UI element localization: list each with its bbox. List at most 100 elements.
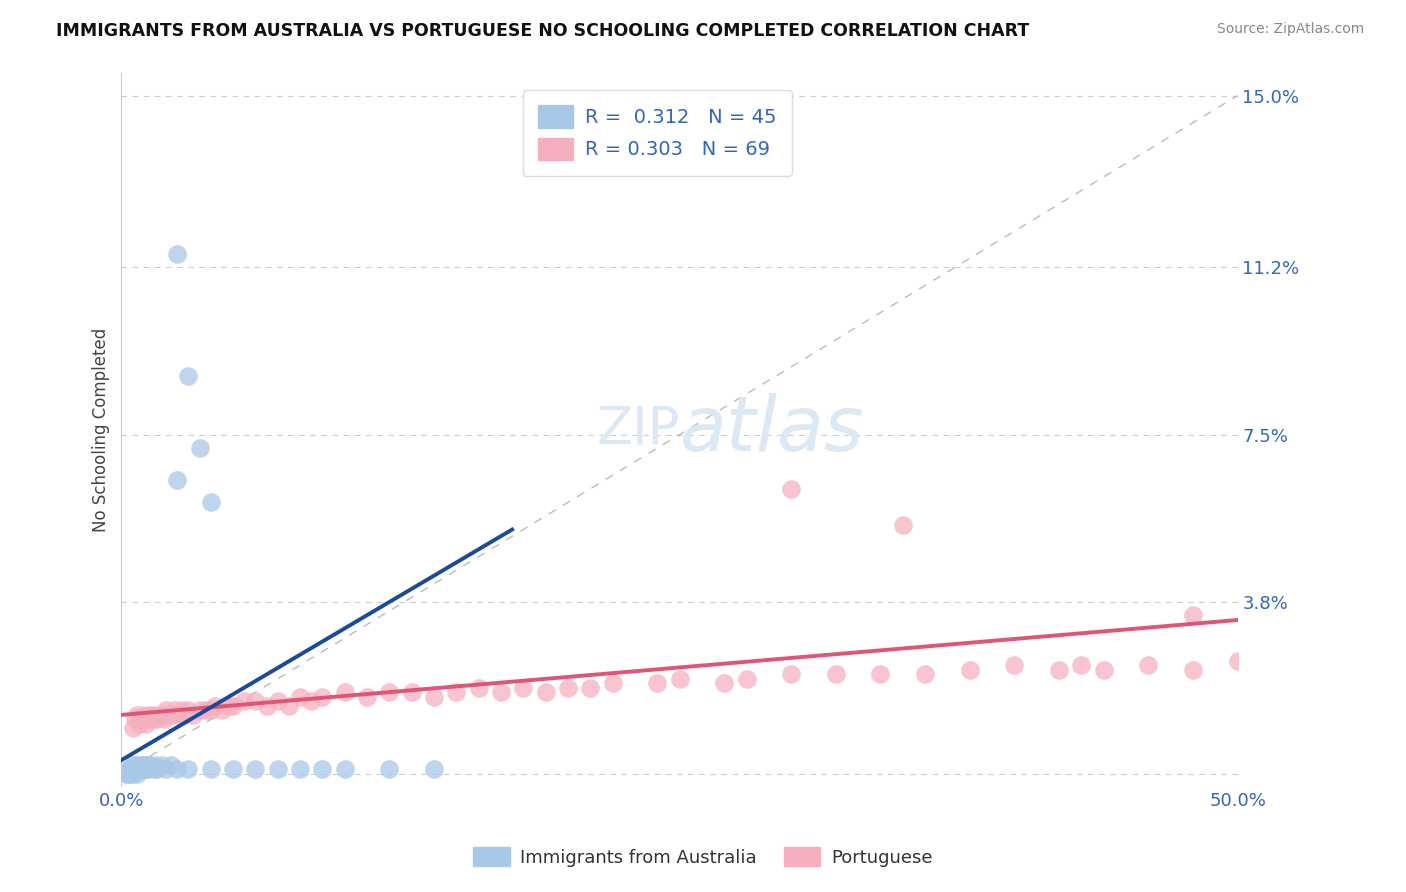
Point <box>277 698 299 713</box>
Point <box>115 766 138 780</box>
Point <box>166 707 188 722</box>
Legend: R =  0.312   N = 45, R = 0.303   N = 69: R = 0.312 N = 45, R = 0.303 N = 69 <box>523 90 792 176</box>
Point <box>1226 654 1249 668</box>
Point <box>446 685 468 699</box>
Point <box>143 757 166 772</box>
Point <box>245 694 267 708</box>
Point <box>163 703 186 717</box>
Point <box>356 690 378 704</box>
Point <box>735 672 758 686</box>
Point <box>378 762 401 776</box>
Point <box>218 698 240 713</box>
Point <box>1092 663 1115 677</box>
Point <box>288 762 311 776</box>
Point <box>124 757 146 772</box>
Point <box>155 703 177 717</box>
Point <box>423 762 446 776</box>
Point <box>200 703 222 717</box>
Point <box>132 757 155 772</box>
Point <box>333 685 356 699</box>
Point <box>128 762 150 776</box>
Point <box>267 694 290 708</box>
Point <box>222 698 245 713</box>
Point <box>1181 663 1204 677</box>
Point <box>120 762 142 776</box>
Point <box>1002 658 1025 673</box>
Point <box>131 713 153 727</box>
Point <box>166 247 188 261</box>
Point <box>245 762 267 776</box>
Point <box>117 766 139 780</box>
Point <box>139 757 162 772</box>
Point <box>1070 658 1092 673</box>
Point <box>713 676 735 690</box>
Point <box>299 694 322 708</box>
Point <box>423 690 446 704</box>
Point <box>146 713 169 727</box>
Point <box>136 713 159 727</box>
Point <box>135 717 157 731</box>
Point <box>143 707 166 722</box>
Point <box>124 713 146 727</box>
Point <box>602 676 624 690</box>
Point <box>1137 658 1160 673</box>
Text: Source: ZipAtlas.com: Source: ZipAtlas.com <box>1216 22 1364 37</box>
Point <box>233 694 256 708</box>
Point <box>135 762 157 776</box>
Point <box>121 762 143 776</box>
Point <box>181 707 204 722</box>
Point <box>146 762 169 776</box>
Point <box>645 676 668 690</box>
Point <box>267 762 290 776</box>
Point <box>125 762 148 776</box>
Point <box>222 762 245 776</box>
Point <box>188 441 211 455</box>
Point <box>142 713 165 727</box>
Point <box>1181 608 1204 623</box>
Point <box>153 713 176 727</box>
Text: IMMIGRANTS FROM AUSTRALIA VS PORTUGUESE NO SCHOOLING COMPLETED CORRELATION CHART: IMMIGRANTS FROM AUSTRALIA VS PORTUGUESE … <box>56 22 1029 40</box>
Point <box>557 681 579 695</box>
Point <box>200 495 222 509</box>
Point <box>211 703 233 717</box>
Point <box>128 757 150 772</box>
Point <box>117 762 139 776</box>
Point <box>125 707 148 722</box>
Point <box>869 667 891 681</box>
Point <box>166 762 188 776</box>
Point <box>136 762 159 776</box>
Point <box>204 698 226 713</box>
Point <box>467 681 489 695</box>
Point <box>121 757 143 772</box>
Point <box>512 681 534 695</box>
Point <box>159 707 181 722</box>
Point <box>155 762 177 776</box>
Point <box>125 766 148 780</box>
Point <box>166 473 188 487</box>
Point <box>132 762 155 776</box>
Point <box>177 762 200 776</box>
Point <box>914 667 936 681</box>
Point <box>668 672 690 686</box>
Point <box>378 685 401 699</box>
Point <box>131 757 153 772</box>
Point <box>128 717 150 731</box>
Point <box>891 518 914 533</box>
Point <box>173 707 195 722</box>
Point <box>139 707 162 722</box>
Legend: Immigrants from Australia, Portuguese: Immigrants from Australia, Portuguese <box>467 840 939 874</box>
Point <box>200 762 222 776</box>
Point <box>131 762 153 776</box>
Point <box>534 685 557 699</box>
Point <box>959 663 981 677</box>
Point <box>177 368 200 383</box>
Point <box>132 707 155 722</box>
Text: ZIP: ZIP <box>596 404 679 456</box>
Point <box>177 703 200 717</box>
Point <box>780 482 803 496</box>
Text: atlas: atlas <box>679 393 865 467</box>
Point <box>132 757 155 772</box>
Point <box>143 762 166 776</box>
Point <box>120 766 142 780</box>
Point <box>121 722 143 736</box>
